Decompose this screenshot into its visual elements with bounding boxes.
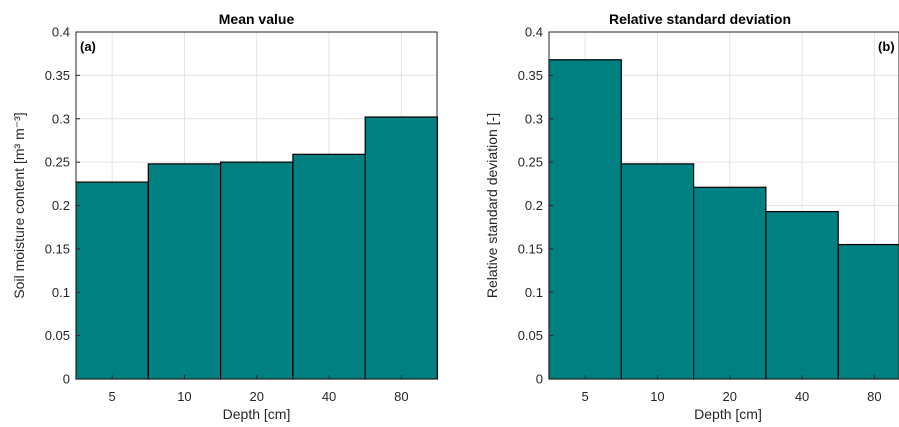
bar-40 <box>292 153 366 380</box>
x-axis-label: Depth [cm] <box>694 406 762 422</box>
x-tick-label: 10 <box>650 389 664 404</box>
y-ticks: 0 0.05 0.1 0.15 0.2 0.25 0.3 0.35 0.4 <box>45 25 80 387</box>
x-tick-label: 40 <box>322 389 336 404</box>
subplot-relative-standard-deviation: 0 0.05 0.1 0.15 0.2 0.25 0.3 0.35 0.4 5 10 20 40 80 Re… <box>484 11 899 422</box>
x-tick-label: 80 <box>394 389 408 404</box>
y-tick-label: 0.2 <box>52 198 70 213</box>
bars <box>548 59 899 380</box>
bar-80 <box>364 116 439 380</box>
x-tick-label: 20 <box>250 389 264 404</box>
y-axis-label: Relative standard deviation [-] <box>484 113 500 298</box>
y-tick-label: 0.35 <box>518 68 543 83</box>
y-tick-label: 0.2 <box>525 198 543 213</box>
y-tick-label: 0.3 <box>52 111 70 126</box>
bar-5 <box>548 59 622 380</box>
y-axis-label: Soil moisture content [m³ m⁻³] <box>11 112 27 298</box>
y-tick-label: 0.25 <box>518 155 543 170</box>
x-tick-label: 5 <box>582 389 589 404</box>
y-tick-label: 0.05 <box>45 328 70 343</box>
bar-5 <box>75 181 149 380</box>
x-tick-label: 20 <box>723 389 737 404</box>
x-tick-label: 40 <box>795 389 809 404</box>
x-tick-label: 80 <box>867 389 881 404</box>
subplot-mean-value: 0 0.05 0.1 0.15 0.2 0.25 0.3 0.35 0.4 5 10 20 40 80 Me… <box>11 11 439 422</box>
x-ticks: 5 10 20 40 80 <box>582 375 882 404</box>
y-tick-label: 0.1 <box>52 285 70 300</box>
y-tick-label: 0.3 <box>525 111 543 126</box>
y-tick-label: 0.05 <box>518 328 543 343</box>
chart-title: Relative standard deviation <box>609 11 791 27</box>
panel-label: (b) <box>878 39 895 54</box>
y-tick-label: 0.25 <box>45 155 70 170</box>
x-axis-label: Depth [cm] <box>223 406 291 422</box>
bar-20 <box>692 186 767 380</box>
y-tick-label: 0 <box>536 372 543 387</box>
y-tick-label: 0.15 <box>518 241 543 256</box>
x-tick-label: 10 <box>177 389 191 404</box>
y-tick-label: 0.15 <box>45 241 70 256</box>
y-tick-label: 0.4 <box>525 25 543 40</box>
bar-40 <box>765 210 839 380</box>
bar-80 <box>837 243 899 380</box>
y-tick-label: 0 <box>63 372 70 387</box>
bars <box>75 116 439 380</box>
chart-title: Mean value <box>219 11 295 27</box>
panel-label: (a) <box>80 39 96 54</box>
x-ticks: 5 10 20 40 80 <box>109 375 409 404</box>
x-tick-label: 5 <box>109 389 116 404</box>
y-ticks: 0 0.05 0.1 0.15 0.2 0.25 0.3 0.35 0.4 <box>518 25 553 387</box>
y-tick-label: 0.35 <box>45 68 70 83</box>
bar-10 <box>620 163 695 380</box>
bar-10 <box>147 163 222 380</box>
y-tick-label: 0.4 <box>52 25 70 40</box>
y-tick-label: 0.1 <box>525 285 543 300</box>
bar-20 <box>220 161 294 380</box>
